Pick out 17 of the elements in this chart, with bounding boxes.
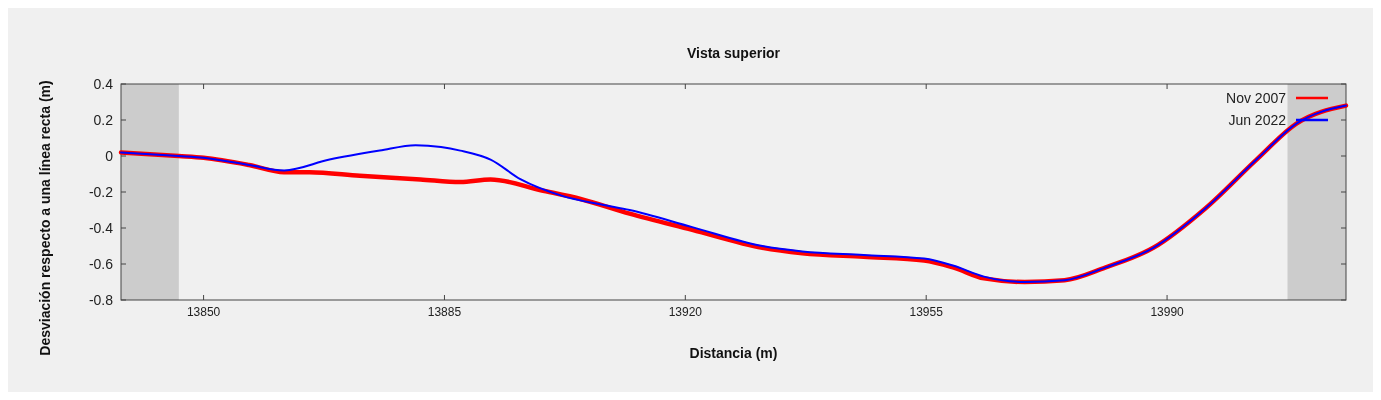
x-tick-label: 13990 [1150,305,1185,319]
y-tick-label: 0 [105,148,114,164]
y-axis-title: Desviación respecto a una línea recta (m) [37,80,53,356]
legend-label: Nov 2007 [1226,90,1287,106]
x-axis-title: Distancia (m) [689,345,778,361]
x-tick-label: 13850 [186,305,221,319]
x-tick-label: 13955 [909,305,944,319]
y-tick-label: -0.2 [88,184,114,200]
y-tick-label: -0.8 [88,292,114,308]
y-tick-label: -0.6 [88,256,114,272]
chart-title: Vista superior [686,45,781,61]
legend-label: Jun 2022 [1228,112,1287,128]
x-tick-label: 13885 [427,305,462,319]
x-tick-label: 13920 [668,305,703,319]
y-tick-label: -0.4 [88,220,114,236]
y-tick-label: 0.4 [93,76,114,92]
y-tick-label: 0.2 [93,112,114,128]
